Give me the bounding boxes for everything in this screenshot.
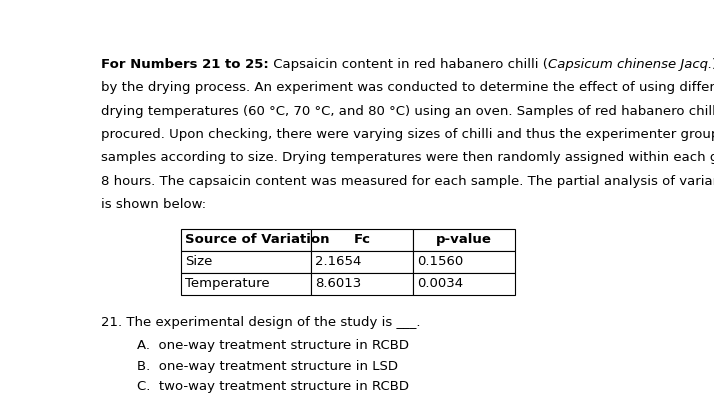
Text: 0.0034: 0.0034 xyxy=(418,277,463,290)
Text: C.  two-way treatment structure in RCBD: C. two-way treatment structure in RCBD xyxy=(137,380,409,393)
Text: Capsicum chinense Jacq.: Capsicum chinense Jacq. xyxy=(548,58,713,71)
Text: Capsaicin content in red habanero chilli (: Capsaicin content in red habanero chilli… xyxy=(269,58,548,71)
Text: 21. The experimental design of the study is ___.: 21. The experimental design of the study… xyxy=(101,316,421,329)
Bar xyxy=(413,229,516,251)
Text: 0.1560: 0.1560 xyxy=(418,255,463,268)
Bar xyxy=(181,251,311,273)
Bar xyxy=(181,229,311,251)
Bar xyxy=(413,251,516,273)
Bar xyxy=(181,273,311,295)
Text: by the drying process. An experiment was conducted to determine the effect of us: by the drying process. An experiment was… xyxy=(101,81,714,94)
Bar xyxy=(311,251,413,273)
Text: procured. Upon checking, there were varying sizes of chilli and thus the experim: procured. Upon checking, there were vary… xyxy=(101,128,714,141)
Text: Fc: Fc xyxy=(353,233,371,246)
Text: 8 hours. The capsaicin content was measured for each sample. The partial analysi: 8 hours. The capsaicin content was measu… xyxy=(101,175,714,188)
Text: Temperature: Temperature xyxy=(185,277,270,290)
Text: A.  one-way treatment structure in RCBD: A. one-way treatment structure in RCBD xyxy=(137,339,409,352)
Text: is shown below:: is shown below: xyxy=(101,198,206,211)
Text: Source of Variation: Source of Variation xyxy=(185,233,329,246)
Text: samples according to size. Drying temperatures were then randomly assigned withi: samples according to size. Drying temper… xyxy=(101,151,714,164)
Text: 8.6013: 8.6013 xyxy=(315,277,361,290)
Text: 2.1654: 2.1654 xyxy=(315,255,361,268)
Text: Size: Size xyxy=(185,255,212,268)
Text: ) is affected: ) is affected xyxy=(713,58,714,71)
Text: B.  one-way treatment structure in LSD: B. one-way treatment structure in LSD xyxy=(137,360,398,373)
Bar xyxy=(311,229,413,251)
Text: drying temperatures (60 °C, 70 °C, and 80 °C) using an oven. Samples of red haba: drying temperatures (60 °C, 70 °C, and 8… xyxy=(101,105,714,118)
Text: p-value: p-value xyxy=(436,233,492,246)
Text: For Numbers 21 to 25:: For Numbers 21 to 25: xyxy=(101,58,269,71)
Bar xyxy=(413,273,516,295)
Bar xyxy=(311,273,413,295)
